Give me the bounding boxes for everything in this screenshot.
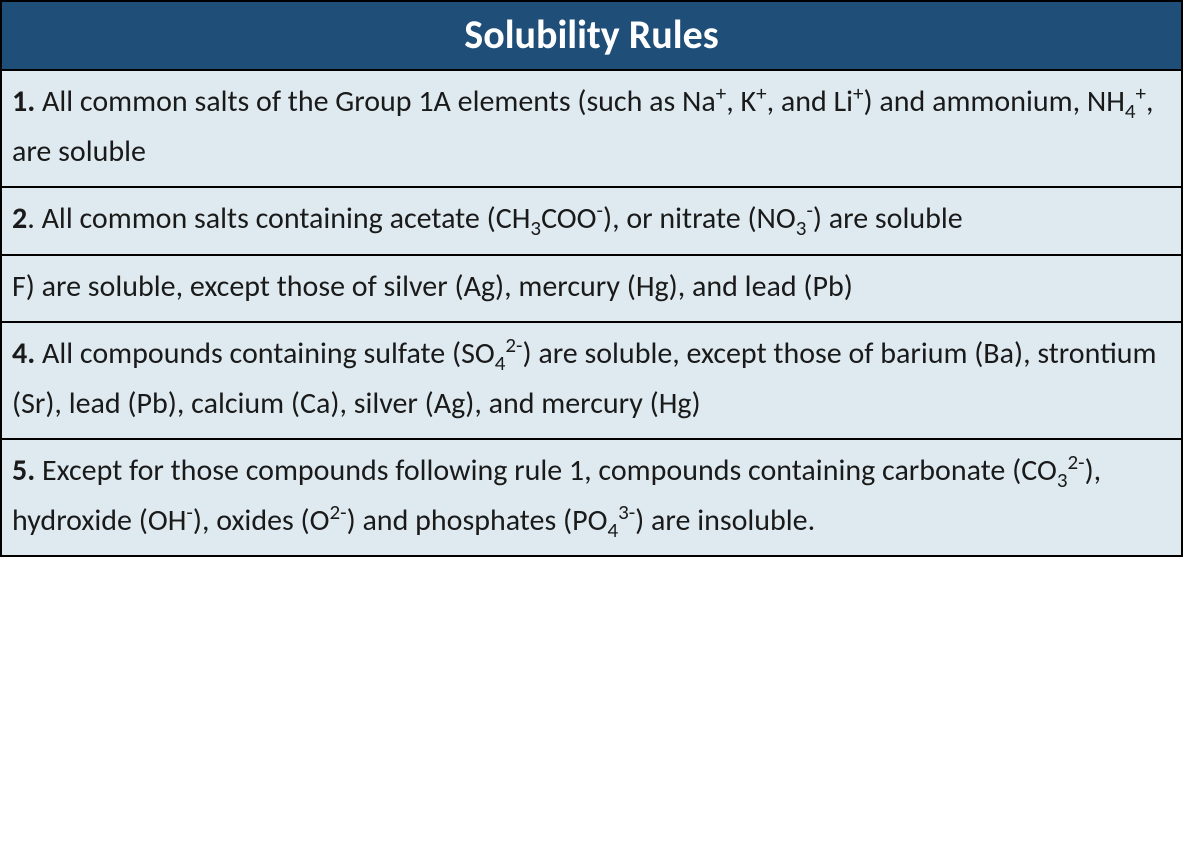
- table-title: Solubility Rules: [2, 2, 1181, 71]
- rule-row: 4. All compounds containing sulfate (SO4…: [2, 323, 1181, 440]
- rule-text: All common salts of the Group 1A element…: [12, 83, 1154, 170]
- rule-number: 1.: [12, 83, 35, 120]
- rule-text: Except for those compounds following rul…: [12, 452, 1101, 539]
- rule-row: 5. Except for those compounds following …: [2, 440, 1181, 555]
- rule-text: . All common salts containing acetate (C…: [27, 200, 962, 237]
- rule-row: F) are soluble, except those of silver (…: [2, 256, 1181, 324]
- rule-row: 2. All common salts containing acetate (…: [2, 188, 1181, 256]
- rules-body: 1. All common salts of the Group 1A elem…: [2, 71, 1181, 555]
- rule-number: 4.: [12, 335, 35, 372]
- rule-text: F) are soluble, except those of silver (…: [12, 268, 853, 305]
- rule-text: All compounds containing sulfate (SO42-)…: [12, 335, 1157, 422]
- rule-number: 2: [12, 200, 27, 237]
- solubility-rules-table: Solubility Rules 1. All common salts of …: [0, 0, 1183, 557]
- rule-number: 5.: [12, 452, 35, 489]
- rule-row: 1. All common salts of the Group 1A elem…: [2, 71, 1181, 188]
